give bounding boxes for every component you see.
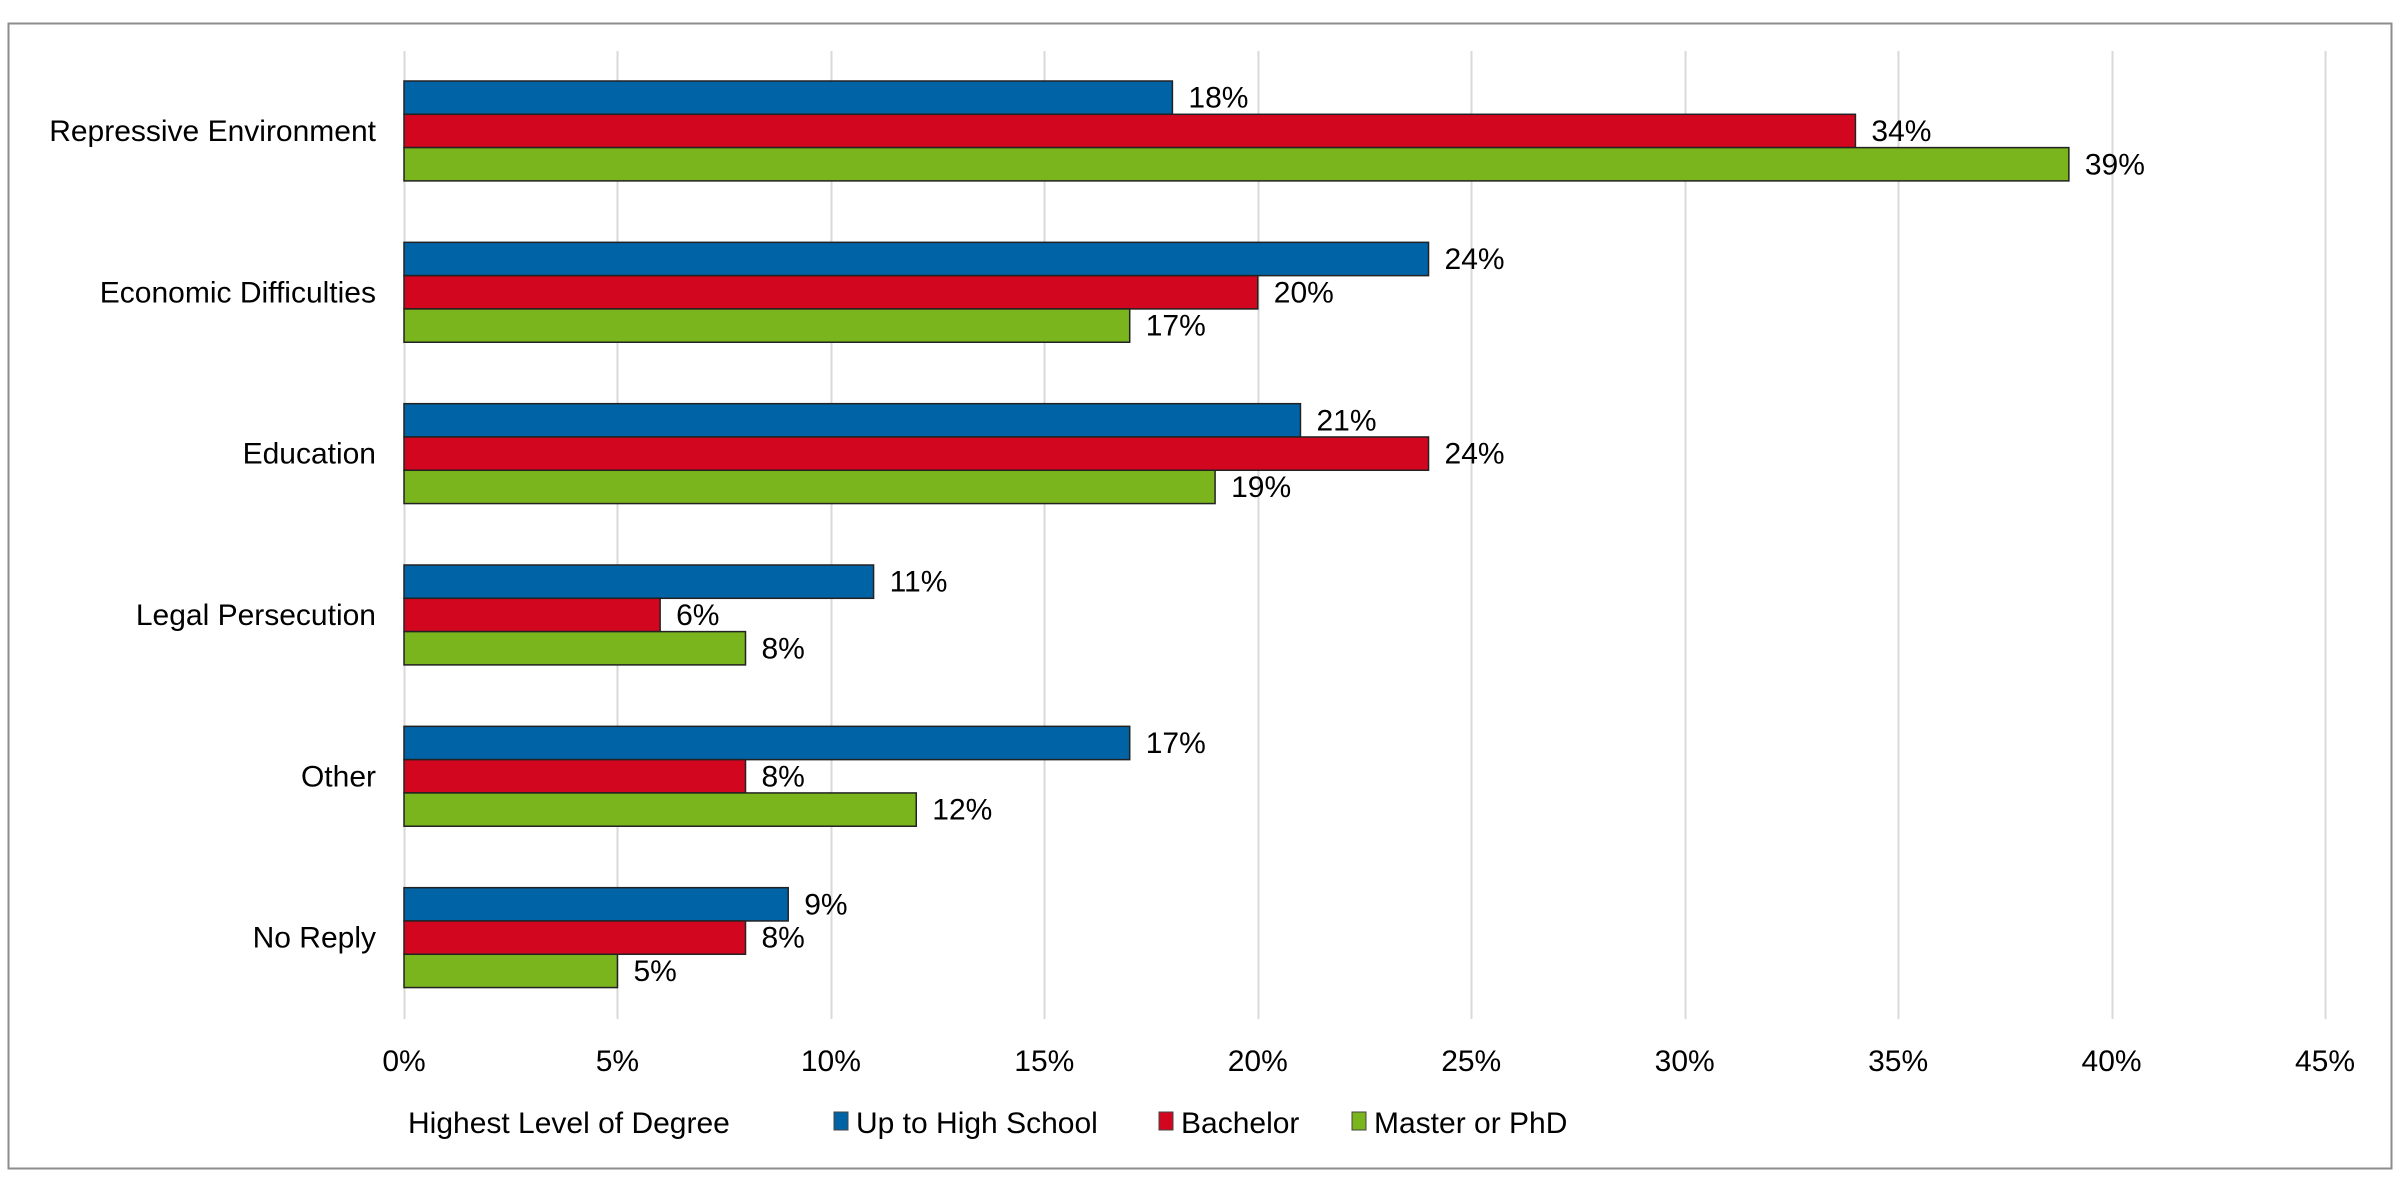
data-label: 9%: [804, 888, 847, 921]
legend-swatch: [833, 1111, 849, 1131]
data-label: 39%: [2085, 148, 2145, 181]
category-label: Economic Difficulties: [100, 276, 376, 309]
x-tick-label: 30%: [1655, 1045, 1715, 1078]
data-label: 11%: [890, 566, 948, 599]
data-label: 18%: [1188, 82, 1248, 115]
legend-entry: Bachelor: [1181, 1107, 1299, 1140]
bar: [403, 274, 1259, 310]
category-label: Other: [301, 760, 376, 793]
x-tick-label: 10%: [801, 1045, 861, 1078]
bar: [403, 146, 2070, 182]
data-label: 6%: [676, 599, 719, 632]
data-label: 24%: [1445, 243, 1505, 276]
data-label: 24%: [1445, 438, 1505, 471]
data-label: 12%: [932, 794, 992, 827]
bar: [403, 792, 918, 827]
bar: [403, 308, 1131, 343]
bar: [403, 886, 789, 922]
data-label: 5%: [633, 955, 676, 988]
x-tick-label: 45%: [2295, 1045, 2355, 1078]
legend-entry: Up to High School: [856, 1107, 1098, 1140]
chart-frame: [7, 22, 2393, 1170]
legend-entry: Master or PhD: [1374, 1107, 1567, 1140]
data-label: 20%: [1274, 276, 1334, 309]
legend-swatch: [1158, 1111, 1174, 1131]
legend: Highest Level of Degree Up to High Schoo…: [408, 1107, 1567, 1140]
bar: [403, 241, 1430, 277]
category-label: Legal Persecution: [136, 599, 376, 632]
data-label: 17%: [1146, 727, 1206, 760]
data-label: 17%: [1146, 310, 1206, 343]
bar: [403, 564, 875, 600]
legend-swatch: [1351, 1111, 1367, 1131]
bar: [403, 597, 661, 633]
x-tick-label: 20%: [1228, 1045, 1288, 1078]
data-label: 21%: [1316, 404, 1376, 437]
data-label: 19%: [1231, 471, 1291, 504]
x-tick-label: 0%: [382, 1045, 425, 1078]
data-label: 8%: [762, 632, 805, 665]
x-tick-label: 40%: [2082, 1045, 2142, 1078]
bar: [403, 402, 1302, 438]
data-label: 34%: [1871, 115, 1931, 148]
bar: [403, 725, 1131, 761]
bar: [403, 953, 619, 989]
bar: [403, 758, 747, 794]
x-tick-label: 15%: [1014, 1045, 1074, 1078]
bar: [403, 920, 747, 956]
category-label: Education: [243, 438, 376, 471]
x-tick-label: 25%: [1441, 1045, 1501, 1078]
bar: [403, 80, 1174, 116]
bar: [403, 469, 1216, 505]
bar: [403, 436, 1430, 472]
data-label: 8%: [762, 922, 805, 955]
category-label: No Reply: [253, 922, 376, 955]
bar: [403, 113, 1857, 149]
x-tick-label: 5%: [596, 1045, 639, 1078]
x-tick-label: 35%: [1868, 1045, 1928, 1078]
category-label: Repressive Environment: [49, 115, 376, 148]
data-label: 8%: [762, 760, 805, 793]
legend-title: Highest Level of Degree: [408, 1107, 730, 1140]
bar: [403, 630, 747, 666]
